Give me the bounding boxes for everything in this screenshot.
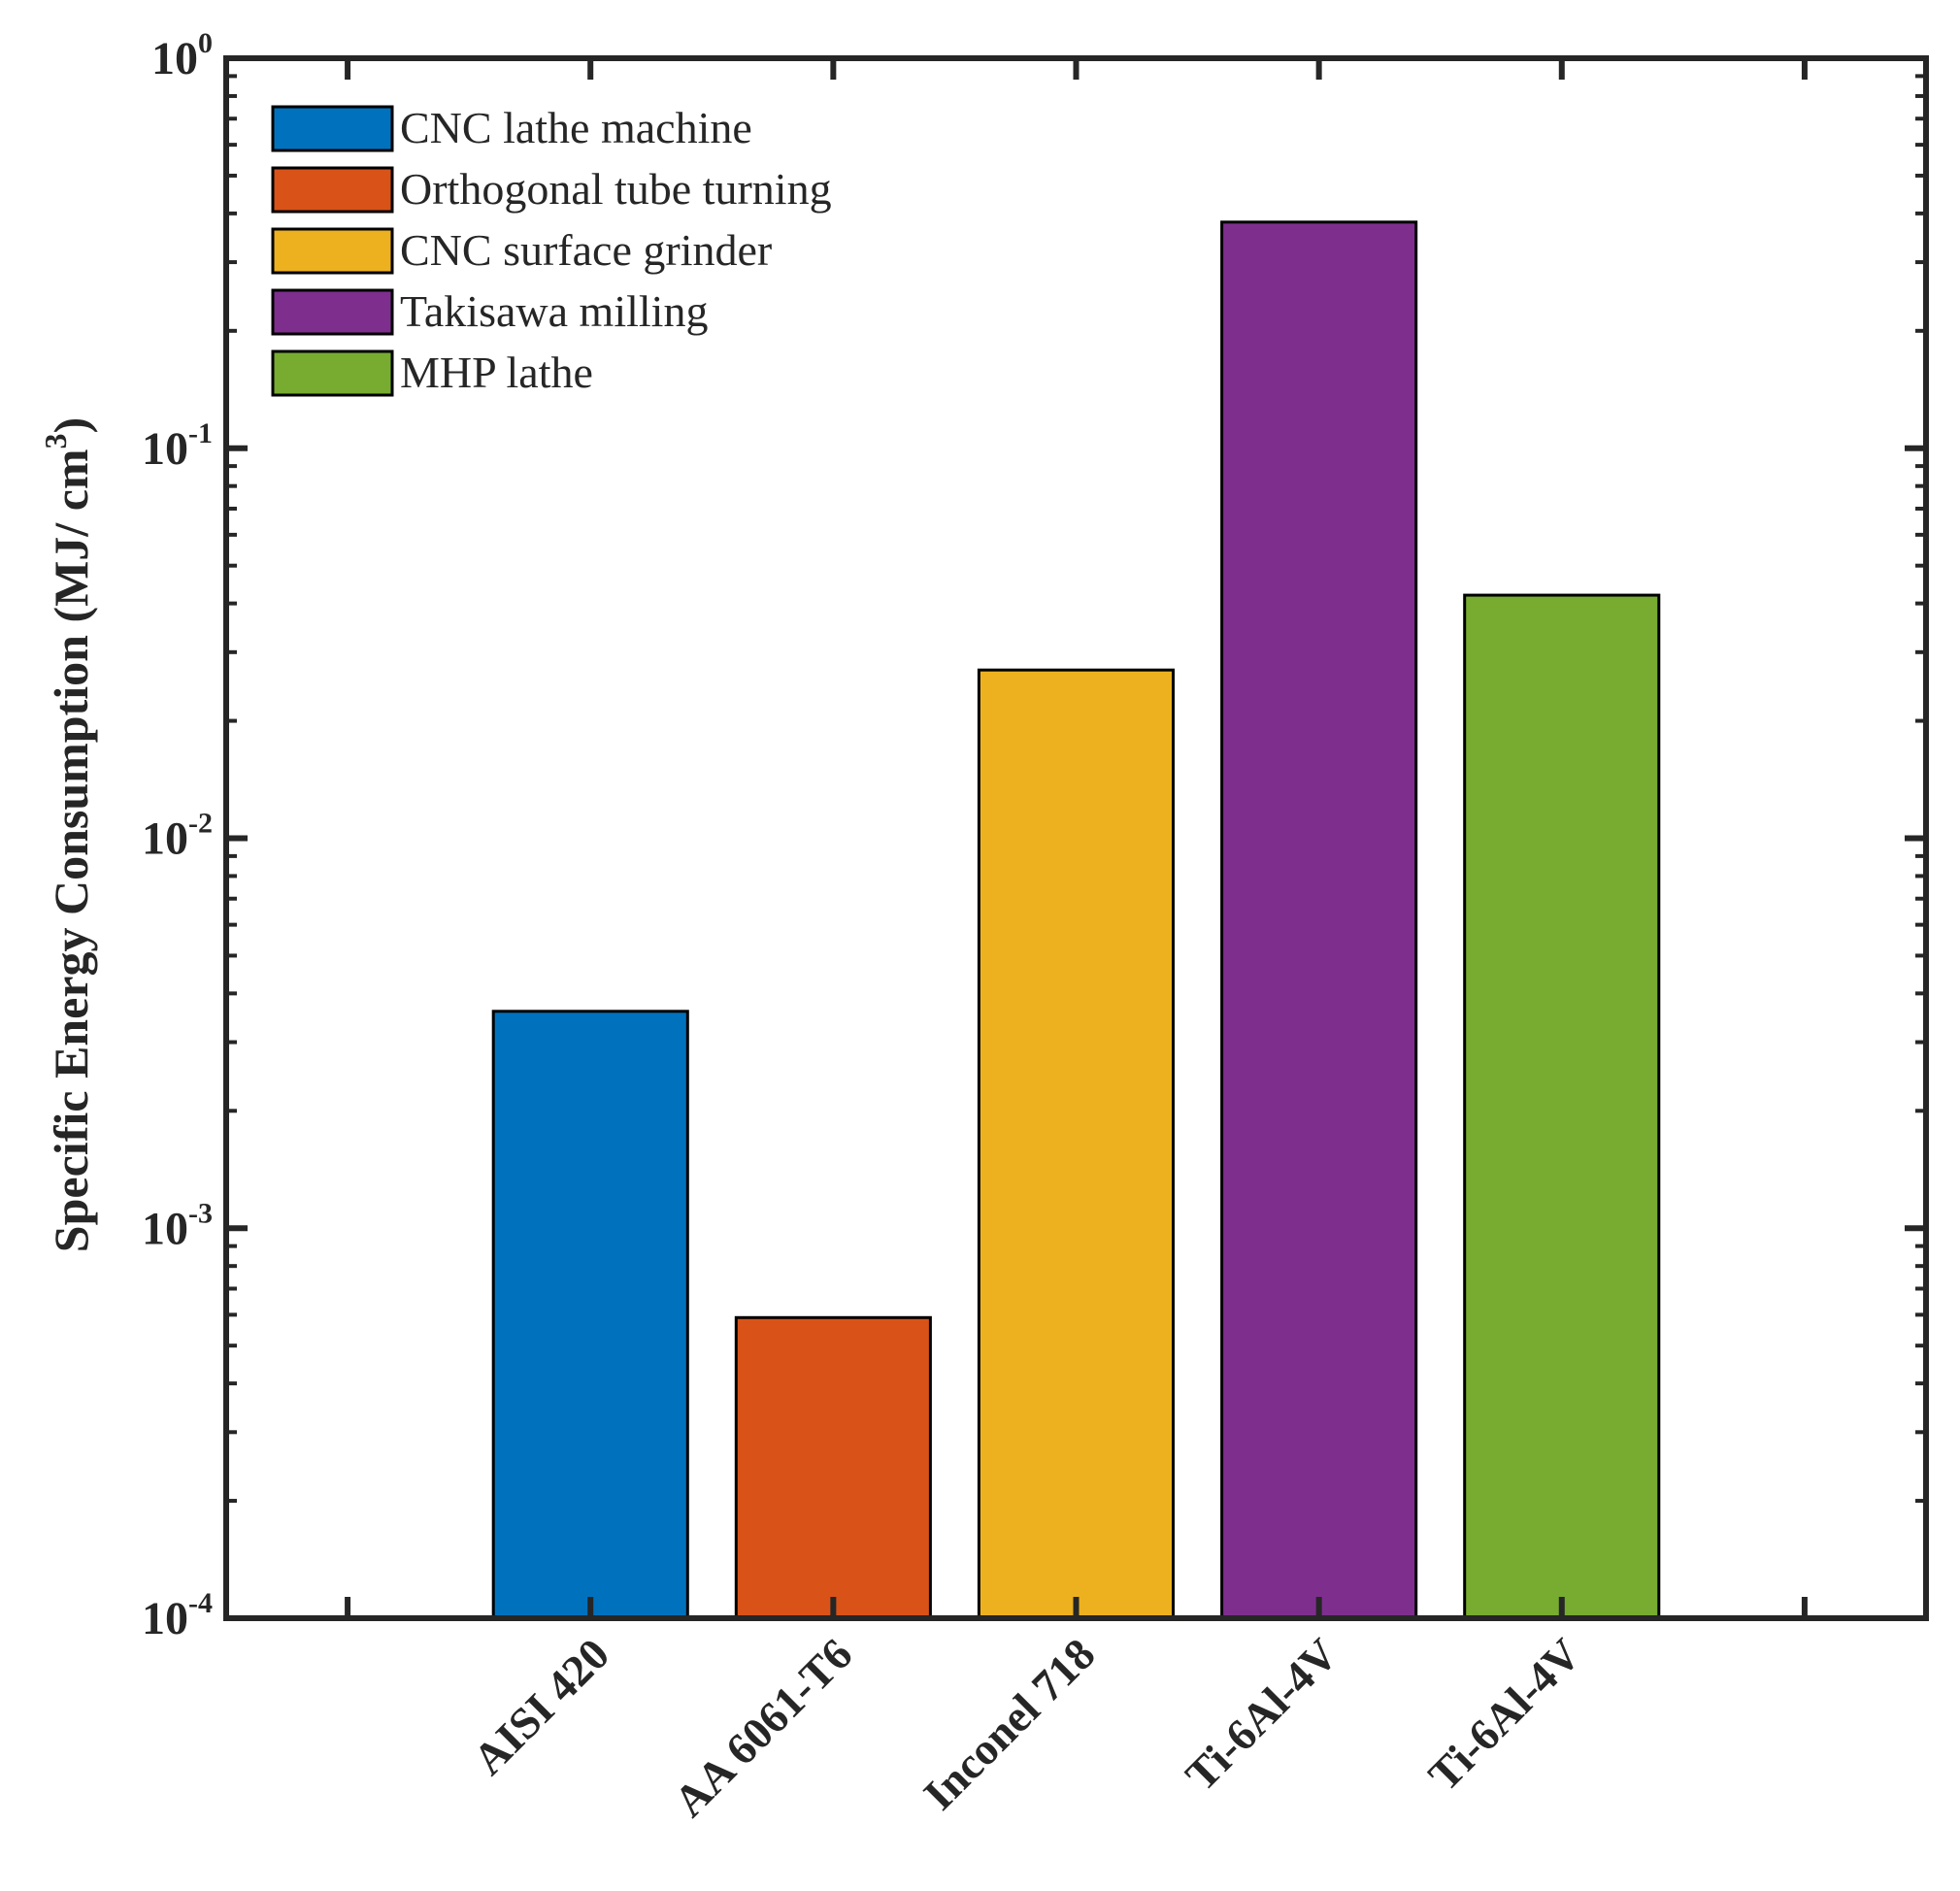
x-category-label-1: AISI 420 (463, 1629, 618, 1784)
y-tick-base: 10 (142, 1203, 188, 1254)
legend-label-4: Takisawa milling (400, 286, 708, 336)
y-tick-exponent: 0 (198, 27, 213, 59)
legend-swatch-1 (271, 105, 394, 152)
axes-box (223, 55, 1929, 1621)
y-tick-label-0: 10-4 (142, 1587, 213, 1644)
legend-label-3: CNC surface grinder (400, 225, 772, 275)
y-tick-base: 10 (142, 1593, 188, 1644)
x-category-labels: AISI 420 AA 6061-T6 Inconel 718 Ti-6Al-4V Ti… (463, 1629, 1589, 1826)
y-tick-label-4: 100 (151, 27, 213, 84)
y-axis-title-main: Specific Energy Consumption (MJ/ cm (44, 448, 98, 1252)
legend-swatch-5 (271, 349, 394, 397)
y-tick-exponent: -1 (188, 417, 213, 449)
x-category-label-2: AA 6061-T6 (664, 1629, 861, 1826)
x-category-label-5: Ti-6Al-4V (1418, 1629, 1589, 1800)
legend-swatch-4 (271, 288, 394, 336)
legend-swatch-3 (271, 227, 394, 275)
legend-label-2: Orthogonal tube turning (400, 164, 832, 214)
legend-swatch-2 (271, 166, 394, 214)
y-tick-label-2: 10-2 (142, 808, 213, 865)
legend: CNC lathe machine Orthogonal tube turning… (271, 103, 832, 397)
bar-4 (1220, 220, 1418, 1620)
bars-layer (491, 220, 1661, 1620)
y-tick-label-3: 10-1 (142, 417, 213, 475)
y-tick-base: 10 (142, 423, 188, 475)
bar-2 (734, 1315, 932, 1620)
legend-label-5: MHP lathe (400, 348, 593, 397)
y-tick-exponent: -3 (188, 1197, 213, 1229)
y-axis-title-close: ) (44, 417, 98, 434)
bar-3 (977, 668, 1176, 1620)
x-category-label-4: Ti-6Al-4V (1176, 1629, 1346, 1800)
y-tick-base: 10 (142, 813, 188, 865)
y-tick-base: 10 (151, 33, 198, 84)
x-category-label-3: Inconel 718 (914, 1629, 1105, 1819)
bar-1 (491, 1010, 689, 1620)
legend-label-1: CNC lathe machine (400, 103, 752, 152)
y-tick-label-1: 10-3 (142, 1197, 213, 1254)
y-axis-title-superscript: 3 (38, 433, 73, 448)
y-tick-exponent: -4 (188, 1587, 213, 1619)
bar-5 (1463, 593, 1661, 1620)
y-tick-exponent: -2 (188, 808, 213, 840)
y-axis-title: Specific Energy Consumption (MJ/ cm3) (38, 417, 98, 1252)
